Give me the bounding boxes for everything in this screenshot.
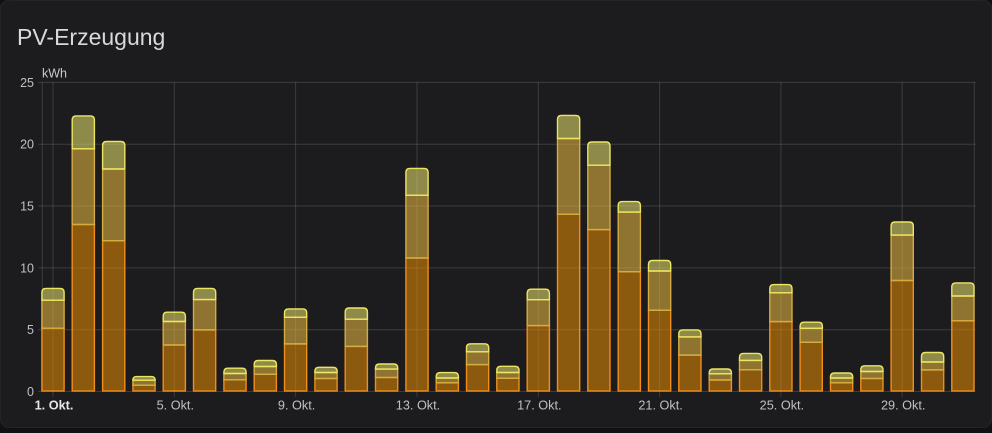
svg-text:1. Okt.: 1. Okt.: [35, 399, 74, 413]
svg-text:9. Okt.: 9. Okt.: [278, 399, 315, 413]
svg-text:kWh: kWh: [42, 67, 67, 81]
svg-text:0: 0: [27, 385, 34, 399]
svg-text:15: 15: [20, 200, 34, 214]
svg-text:29. Okt.: 29. Okt.: [881, 399, 925, 413]
svg-text:21. Okt.: 21. Okt.: [638, 399, 682, 413]
svg-text:5: 5: [27, 323, 34, 337]
svg-text:10: 10: [20, 261, 34, 275]
svg-text:5. Okt.: 5. Okt.: [157, 399, 194, 413]
svg-text:PV-Erzeugung: PV-Erzeugung: [17, 24, 165, 50]
svg-text:13. Okt.: 13. Okt.: [396, 399, 440, 413]
svg-text:20: 20: [20, 138, 34, 152]
svg-text:17. Okt.: 17. Okt.: [517, 399, 561, 413]
svg-text:25. Okt.: 25. Okt.: [760, 399, 804, 413]
svg-text:25: 25: [20, 76, 34, 90]
